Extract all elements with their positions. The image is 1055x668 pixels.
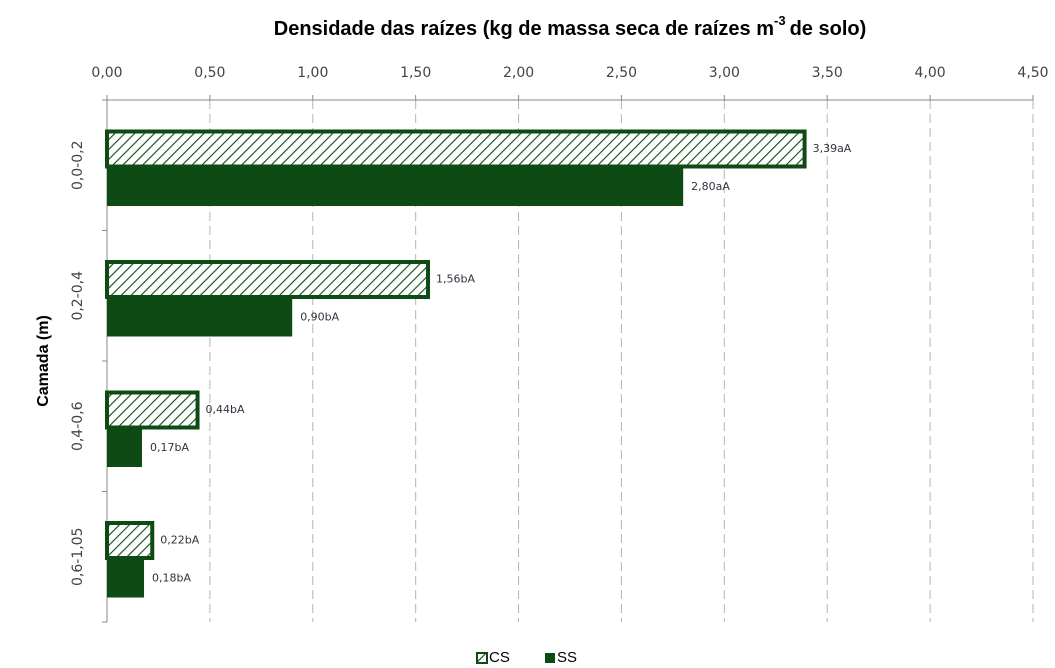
title-text: Densidade das raízes (kg de massa seca d… [274, 18, 774, 40]
y-tick-label: 0,2-0,4 [70, 271, 86, 321]
x-tick-label: 4,50 [1017, 65, 1048, 81]
legend-swatch [476, 652, 488, 664]
x-tick-label: 2,00 [503, 65, 534, 81]
chart-title: Densidade das raízes (kg de massa seca d… [274, 13, 867, 40]
bar [105, 260, 431, 299]
value-label: 2,80aA [691, 180, 730, 193]
x-tick-label: 0,50 [194, 65, 225, 81]
title-superscript: -3 [774, 13, 786, 28]
value-label: 3,39aA [813, 142, 852, 155]
value-label: 0,44bA [206, 403, 245, 416]
x-tick-label: 3,00 [709, 65, 740, 81]
legend-swatch [545, 653, 555, 663]
value-label: 0,22bA [160, 534, 199, 547]
x-tick-label: 2,50 [606, 65, 637, 81]
legend-label: CS [489, 649, 510, 666]
bar [107, 168, 684, 206]
value-label: 0,90bA [300, 311, 339, 324]
bar [107, 559, 145, 598]
y-tick-label: 0,0-0,2 [70, 140, 86, 190]
y-axis-label: Camada (m) [35, 315, 52, 407]
x-tick-label: 1,00 [297, 65, 328, 81]
x-tick-label: 0,00 [91, 65, 122, 81]
y-tick-label: 0,4-0,6 [70, 401, 86, 451]
value-label: 0,18bA [152, 572, 191, 585]
legend-label: SS [557, 649, 577, 666]
value-label: 0,17bA [150, 441, 189, 454]
value-label: 1,56bA [436, 273, 475, 286]
bar [107, 298, 293, 337]
bar [107, 429, 142, 467]
y-tick-label: 0,6-1,05 [70, 528, 86, 587]
bar [105, 129, 807, 169]
bar [105, 390, 200, 430]
x-tick-label: 1,50 [400, 65, 431, 81]
title-suffix: de solo) [790, 18, 867, 40]
x-tick-label: 3,50 [812, 65, 843, 81]
bar [105, 521, 155, 560]
x-tick-label: 4,00 [915, 65, 946, 81]
